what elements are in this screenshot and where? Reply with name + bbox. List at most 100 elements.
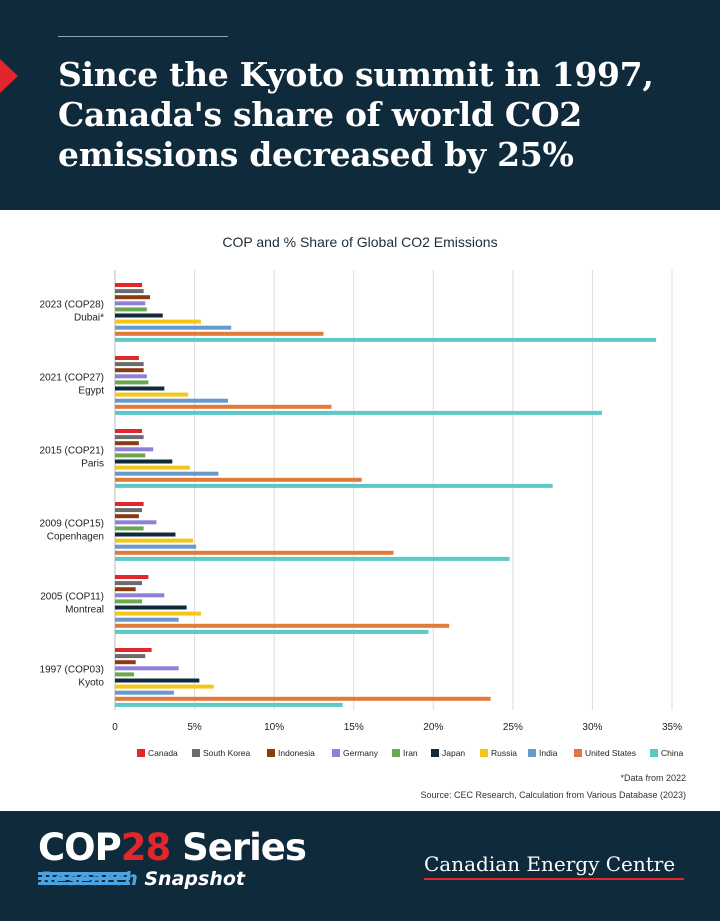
category-sublabel: Copenhagen: [47, 531, 104, 542]
bar-canada: [115, 429, 143, 433]
legend-label: South Korea: [203, 748, 251, 758]
series-subtitle: Research Snapshot: [40, 867, 245, 891]
bar-china: [115, 410, 602, 415]
bar-japan: [115, 678, 200, 683]
bar-russia: [115, 611, 201, 616]
legend-swatch: [392, 749, 400, 757]
series-logo-word: Series: [170, 826, 307, 869]
legend-swatch: [574, 749, 582, 757]
category-label: 2005 (COP11): [40, 591, 104, 602]
bar-russia: [115, 684, 214, 689]
bar-germany: [115, 666, 179, 671]
bar-canada: [115, 575, 149, 579]
chart-svg: 0 5% 10% 15% 20% 25% 30% 35% 2023 (COP28) Dubai* 2…: [40, 270, 683, 758]
bar-india: [115, 690, 174, 695]
legend-swatch: [192, 749, 200, 757]
bar-india: [115, 617, 179, 622]
series-logo-number: 28: [120, 826, 171, 869]
header-rule: [58, 36, 228, 37]
x-tick-label: 35%: [662, 722, 682, 733]
bar-india: [115, 325, 232, 330]
bar-indonesia: [115, 587, 136, 592]
legend-swatch: [650, 749, 658, 757]
header-arrow-icon: [0, 59, 18, 93]
category-label: 1997 (COP03): [40, 664, 104, 675]
bar-japan: [115, 313, 163, 318]
bar-south-korea: [115, 435, 144, 440]
bar-japan: [115, 386, 165, 391]
bar-iran: [115, 599, 143, 604]
legend-swatch: [267, 749, 275, 757]
bar-south-korea: [115, 289, 144, 294]
bar-germany: [115, 374, 147, 379]
bar-russia: [115, 465, 190, 470]
bar-south-korea: [115, 508, 143, 513]
bar-south-korea: [115, 654, 146, 659]
bar-japan: [115, 532, 176, 537]
footnote: *Data from 2022: [620, 773, 686, 783]
bar-indonesia: [115, 514, 139, 519]
legend-swatch: [431, 749, 439, 757]
bar-russia: [115, 319, 201, 324]
bar-japan: [115, 605, 187, 610]
legend-label: India: [539, 748, 558, 758]
bar-iran: [115, 380, 149, 385]
x-tick-label: 5%: [187, 722, 202, 733]
bar-united-states: [115, 404, 332, 409]
bar-iran: [115, 453, 146, 458]
category-sublabel: Montreal: [65, 604, 104, 615]
bar-south-korea: [115, 362, 144, 367]
bar-united-states: [115, 477, 362, 482]
header-banner: [0, 0, 720, 210]
bar-china: [115, 337, 657, 342]
logo-stripes: [38, 872, 130, 886]
bar-iran: [115, 672, 135, 677]
x-tick-label: 25%: [503, 722, 523, 733]
category-label: 2015 (COP21): [40, 445, 104, 456]
legend-label: Japan: [442, 748, 465, 758]
publisher-logo: Canadian Energy Centre: [424, 852, 676, 876]
bar-russia: [115, 538, 193, 543]
legend-label: China: [661, 748, 683, 758]
bar-germany: [115, 520, 157, 525]
legend-swatch: [137, 749, 145, 757]
category-sublabel: Dubai*: [74, 312, 104, 323]
x-tick-label: 30%: [582, 722, 602, 733]
category-sublabel: Kyoto: [78, 677, 104, 688]
bar-united-states: [115, 331, 324, 336]
bar-iran: [115, 307, 147, 312]
x-tick-label: 20%: [423, 722, 443, 733]
bar-iran: [115, 526, 144, 531]
bar-china: [115, 629, 429, 634]
subtitle-research: Research: [40, 868, 138, 890]
legend-swatch: [332, 749, 340, 757]
bar-united-states: [115, 623, 450, 628]
bar-india: [115, 398, 228, 403]
bar-germany: [115, 447, 154, 452]
bar-indonesia: [115, 295, 151, 300]
bar-germany: [115, 301, 146, 306]
bar-canada: [115, 502, 144, 506]
x-tick-label: 10%: [264, 722, 284, 733]
category-label: 2009 (COP15): [40, 518, 104, 529]
publisher-rule: [424, 878, 684, 880]
footer-banner: [0, 811, 720, 921]
bar-indonesia: [115, 368, 144, 373]
bar-japan: [115, 459, 173, 464]
category-label: 2021 (COP27): [40, 372, 104, 383]
chart-title: COP and % Share of Global CO2 Emissions: [222, 234, 498, 250]
legend-label: Germany: [343, 748, 379, 758]
bar-canada: [115, 648, 152, 652]
series-logo: COP28 Series: [38, 826, 307, 870]
legend-label: Russia: [491, 748, 517, 758]
bar-south-korea: [115, 581, 143, 586]
headline: Since the Kyoto summit in 1997, Canada's…: [58, 55, 654, 174]
bar-united-states: [115, 696, 491, 701]
bar-canada: [115, 356, 139, 360]
subtitle-snapshot: Snapshot: [144, 868, 245, 890]
bar-indonesia: [115, 441, 139, 446]
bar-canada: [115, 283, 143, 287]
legend-swatch: [528, 749, 536, 757]
legend-swatch: [480, 749, 488, 757]
bar-china: [115, 702, 343, 707]
